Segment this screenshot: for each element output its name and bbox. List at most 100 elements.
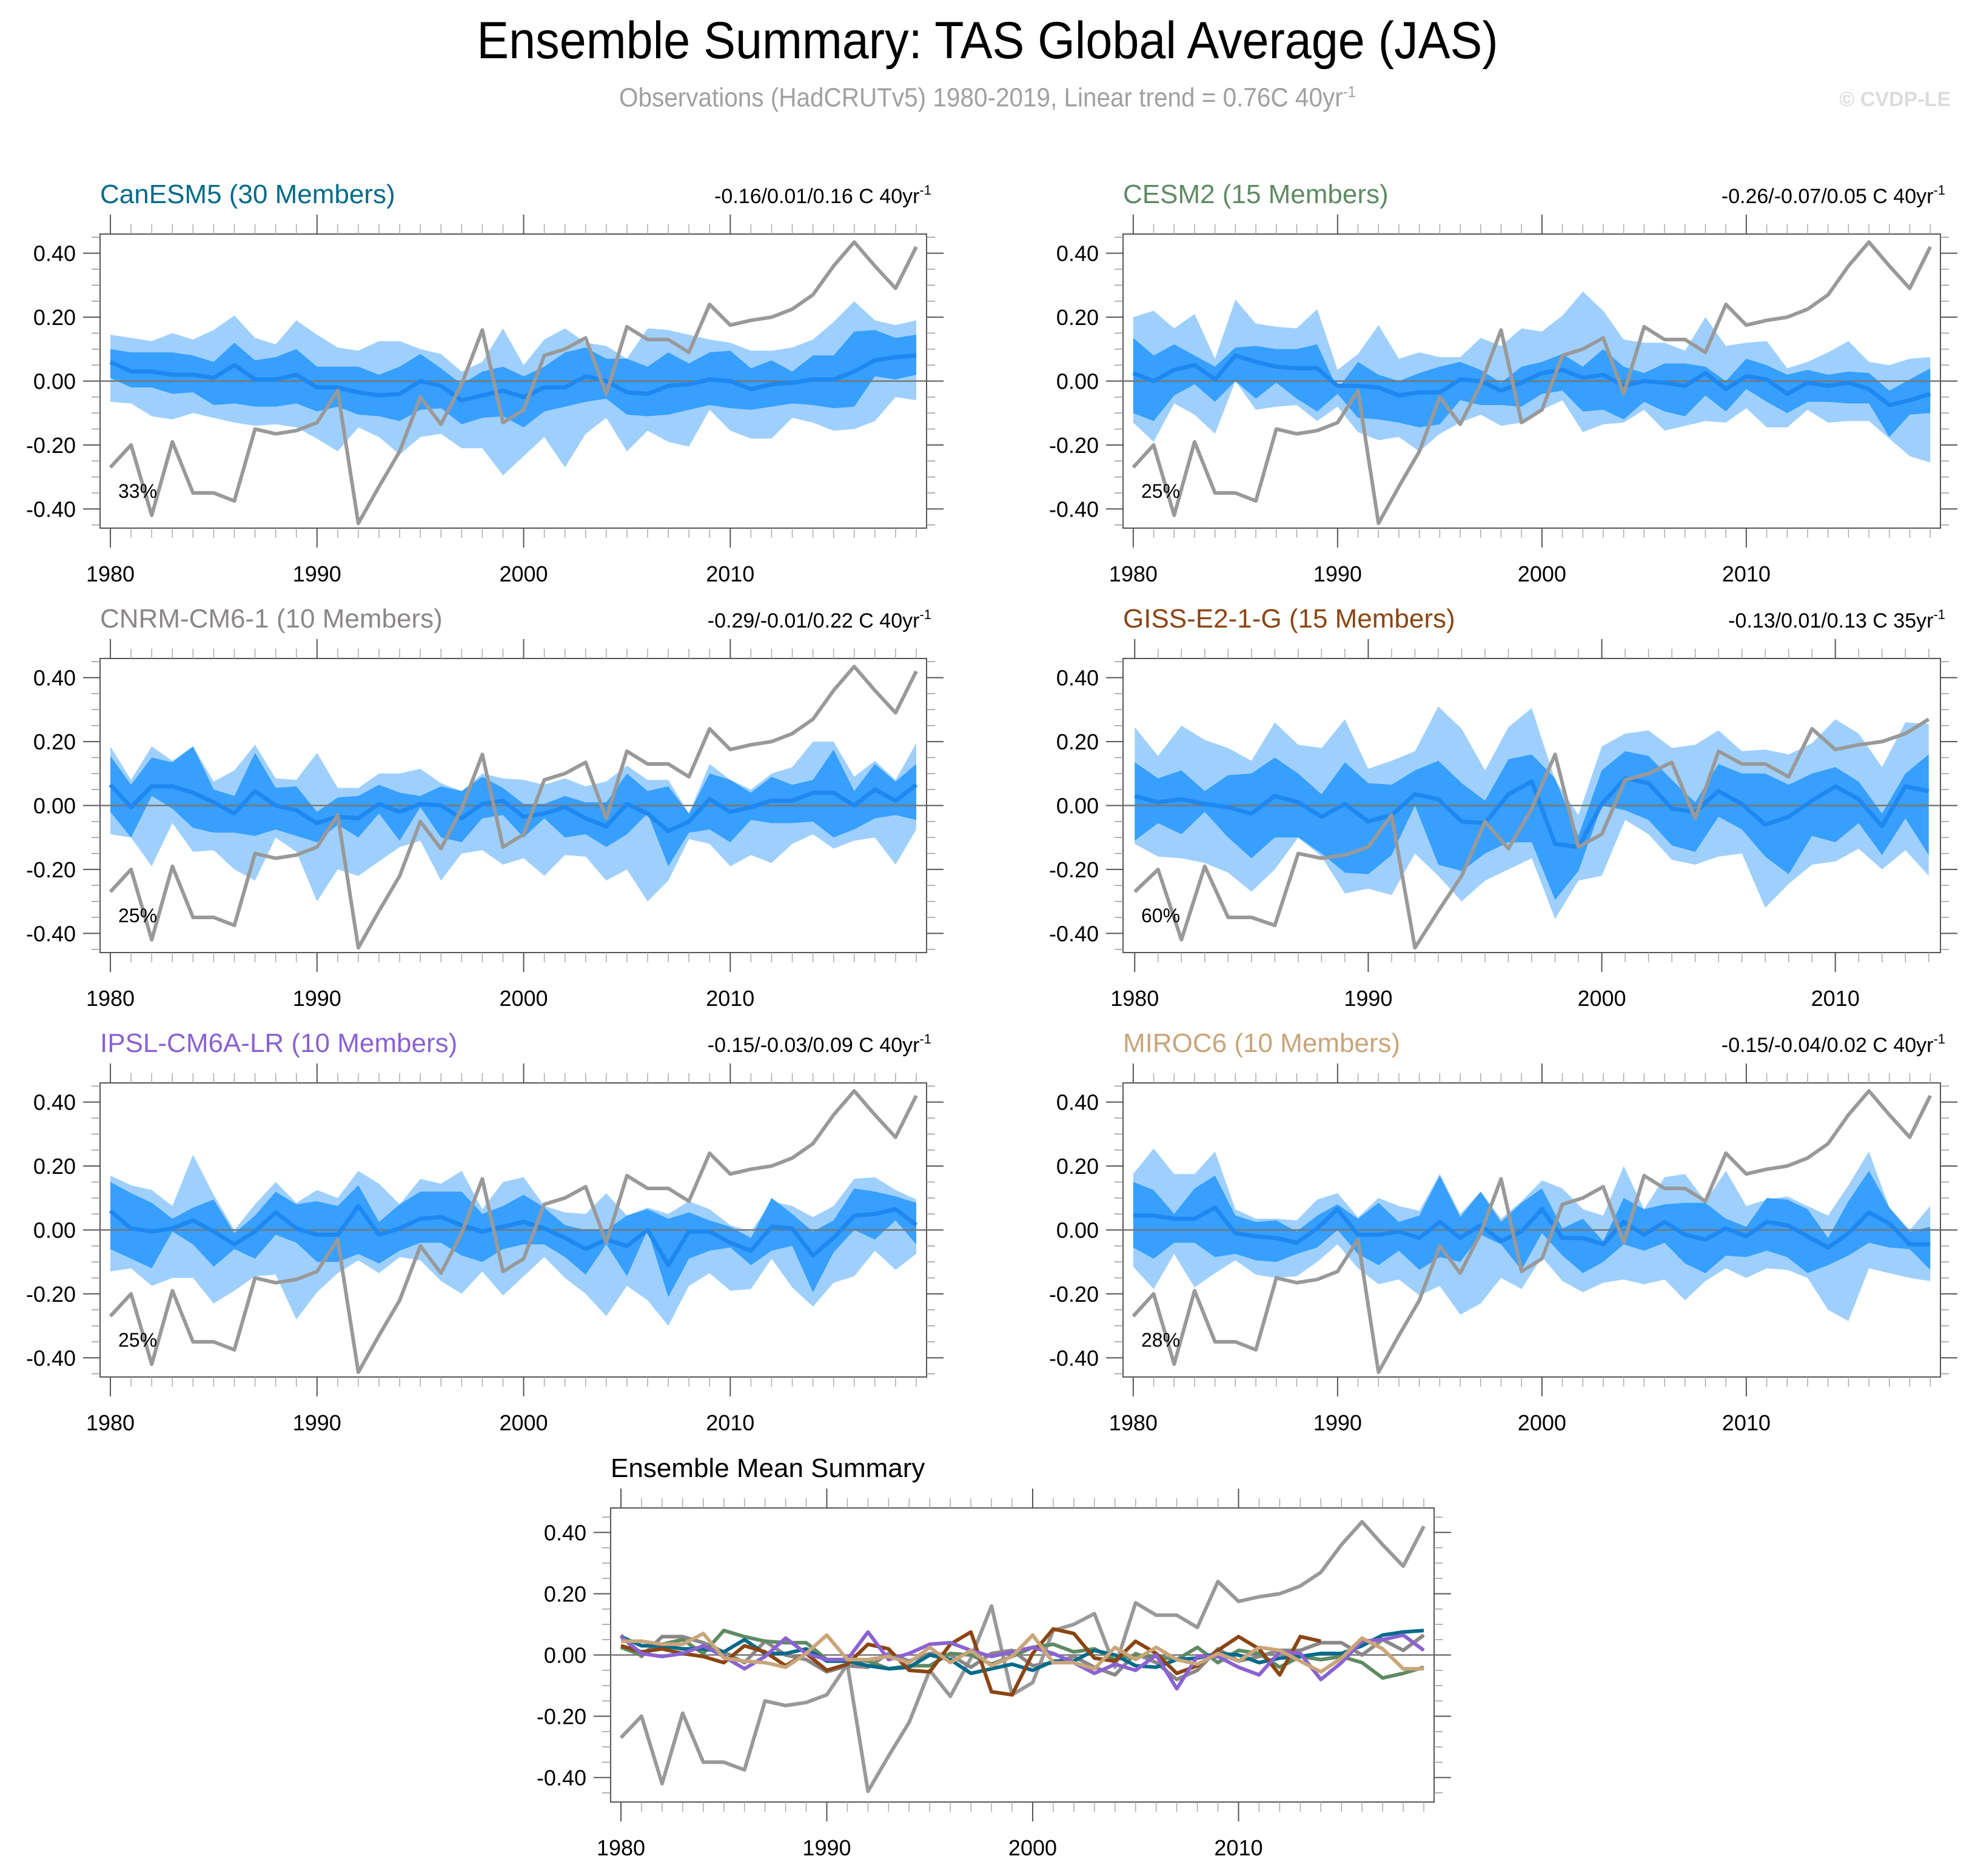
figure-title: Ensemble Summary: TAS Global Average (JA… [477, 12, 1498, 70]
trend-label: -0.13/0.01/0.13 C 35yr-1 [1728, 607, 1945, 632]
panel-title: IPSL-CM6A-LR (10 Members) [100, 1028, 457, 1058]
trend-superscript: -1 [919, 607, 931, 622]
y-tick-label: -0.40 [26, 1345, 76, 1370]
model-panel: CanESM5 (30 Members) -0.16/0.01/0.16 C 40… [26, 179, 944, 586]
trend-label: -0.15/-0.04/0.02 C 40yr-1 [1722, 1031, 1945, 1057]
trend-label: -0.15/-0.03/0.09 C 40yr-1 [708, 1031, 931, 1057]
percent-label: 25% [118, 905, 157, 926]
x-tick-label: 1980 [1110, 986, 1159, 1011]
subtitle-superscript: -1 [1343, 82, 1356, 101]
x-tick-label: 2000 [499, 1410, 548, 1435]
x-tick-label: 2000 [499, 561, 548, 586]
y-tick-label: 0.00 [1056, 369, 1099, 394]
y-tick-label: 0.40 [1056, 1090, 1099, 1115]
x-tick-label: 1980 [1109, 561, 1158, 586]
y-tick-label: 0.00 [1056, 1218, 1099, 1243]
y-tick-label: -0.20 [1049, 1282, 1099, 1307]
inner-spread-band [1133, 338, 1931, 437]
y-tick-label: -0.20 [1049, 857, 1099, 882]
y-tick-label: 0.20 [33, 729, 76, 754]
model-panel: CNRM-CM6-1 (10 Members) -0.29/-0.01/0.22 … [26, 604, 944, 1011]
trend-superscript: -1 [1933, 607, 1945, 622]
observations-line [109, 240, 918, 526]
y-tick-label: 0.00 [33, 794, 76, 819]
trend-label: -0.16/0.01/0.16 C 40yr-1 [714, 183, 931, 208]
y-tick-label: 0.00 [33, 369, 76, 394]
y-tick-label: -0.20 [26, 433, 76, 458]
y-tick-label: 0.40 [33, 666, 76, 691]
ensemble-mean-line [1132, 353, 1931, 407]
x-tick-label: 2000 [499, 986, 548, 1011]
ensemble-mean-line [1134, 776, 1930, 849]
x-tick-label: 2000 [1577, 986, 1626, 1011]
x-tick-label: 1990 [293, 1410, 341, 1435]
ensemble-mean-line [109, 783, 918, 834]
trend-text: -0.15/-0.03/0.09 C 40yr [708, 1034, 920, 1057]
percent-label: 28% [1141, 1329, 1180, 1351]
trend-text: -0.15/-0.04/0.02 C 40yr [1722, 1034, 1934, 1057]
y-tick-label: -0.20 [1049, 433, 1099, 458]
model-mean-line [621, 1632, 1424, 1674]
y-tick-label: 0.20 [1056, 729, 1099, 754]
observations-line [1132, 1089, 1932, 1375]
ensemble-mean-line [1133, 1205, 1931, 1250]
y-tick-label: -0.40 [26, 497, 76, 521]
y-tick-label: 0.40 [1056, 241, 1099, 266]
y-tick-label: -0.40 [1049, 921, 1099, 946]
y-tick-label: 0.20 [33, 1154, 76, 1179]
figure-subtitle: Observations (HadCRUTv5) 1980-2019, Line… [79, 82, 1896, 113]
percent-label: 60% [1141, 905, 1180, 926]
y-tick-label: -0.20 [26, 1282, 76, 1307]
y-tick-label: -0.40 [1049, 1345, 1099, 1370]
x-tick-label: 1980 [86, 986, 135, 1011]
y-tick-label: 0.20 [1056, 305, 1099, 330]
percent-label: 25% [1141, 480, 1180, 502]
trend-superscript: -1 [1933, 183, 1945, 198]
summary-panel: Ensemble Mean Summary 0.40 0.20 0.00 -0.20 -0… [537, 1453, 1451, 1860]
y-tick-label: 0.20 [33, 305, 76, 330]
trend-label: -0.26/-0.07/0.05 C 40yr-1 [1722, 183, 1945, 208]
inner-spread-band [1135, 751, 1929, 900]
y-tick-label: -0.20 [26, 857, 76, 882]
y-tick-label: 0.00 [544, 1643, 586, 1668]
y-tick-label: 0.00 [1056, 794, 1099, 819]
trend-superscript: -1 [1933, 1031, 1945, 1047]
x-tick-label: 2000 [1518, 1410, 1566, 1435]
trend-superscript: -1 [919, 183, 931, 198]
y-tick-label: -0.40 [1049, 497, 1099, 521]
y-tick-label: 0.40 [33, 1090, 76, 1115]
observations-line [109, 1089, 918, 1375]
observations-line [1132, 240, 1932, 526]
observations-line [1133, 717, 1930, 950]
trend-label: -0.29/-0.01/0.22 C 40yr-1 [708, 607, 931, 632]
trend-text: -0.16/0.01/0.16 C 40yr [714, 185, 919, 208]
x-tick-label: 2010 [1722, 1410, 1771, 1435]
model-panel: GISS-E2-1-G (15 Members) -0.13/0.01/0.13 … [1049, 604, 1957, 1011]
x-tick-label: 2010 [706, 986, 754, 1011]
y-tick-label: 0.40 [544, 1520, 586, 1545]
x-tick-label: 1980 [86, 1410, 135, 1435]
summary-title: Ensemble Mean Summary [611, 1453, 925, 1483]
x-tick-label: 2010 [1214, 1835, 1262, 1860]
ensemble-mean-line [109, 353, 917, 403]
x-tick-label: 2000 [1518, 561, 1566, 586]
x-tick-label: 2010 [706, 561, 754, 586]
y-tick-label: 0.40 [33, 241, 76, 266]
trend-superscript: -1 [919, 1031, 931, 1047]
model-mean-line [620, 1629, 1424, 1680]
x-tick-label: 1980 [1109, 1410, 1158, 1435]
percent-label: 25% [118, 1329, 157, 1351]
x-tick-label: 1980 [597, 1835, 645, 1860]
y-tick-label: 0.20 [544, 1581, 586, 1606]
model-panel: MIROC6 (10 Members) -0.15/-0.04/0.02 C 40… [1049, 1028, 1957, 1435]
panel-title: MIROC6 (10 Members) [1123, 1028, 1400, 1058]
panel-title: GISS-E2-1-G (15 Members) [1123, 604, 1455, 634]
y-tick-label: -0.40 [26, 921, 76, 946]
x-tick-label: 1990 [293, 561, 341, 586]
trend-text: -0.13/0.01/0.13 C 35yr [1728, 609, 1933, 632]
panel-title: CanESM5 (30 Members) [100, 179, 395, 209]
subtitle-text: Observations (HadCRUTv5) 1980-2019, Line… [619, 82, 1343, 113]
trend-text: -0.29/-0.01/0.22 C 40yr [708, 609, 920, 632]
panel-title: CNRM-CM6-1 (10 Members) [100, 604, 443, 634]
